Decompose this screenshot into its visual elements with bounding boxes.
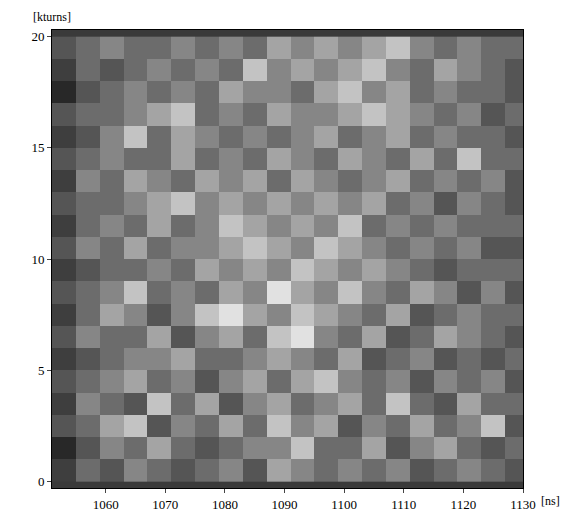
svg-text:1090: 1090 — [272, 497, 298, 512]
svg-text:0: 0 — [38, 474, 45, 489]
svg-text:1130: 1130 — [510, 497, 536, 512]
svg-text:1060: 1060 — [93, 497, 119, 512]
svg-text:[kturns]: [kturns] — [33, 10, 71, 24]
svg-text:1100: 1100 — [331, 497, 357, 512]
svg-text:10: 10 — [31, 252, 44, 267]
svg-text:20: 20 — [31, 29, 44, 44]
svg-text:5: 5 — [38, 363, 45, 378]
svg-text:1080: 1080 — [212, 497, 238, 512]
svg-text:1110: 1110 — [391, 497, 416, 512]
svg-text:[ns]: [ns] — [541, 494, 560, 508]
svg-text:15: 15 — [31, 140, 44, 155]
svg-text:1070: 1070 — [152, 497, 178, 512]
svg-text:1120: 1120 — [451, 497, 477, 512]
